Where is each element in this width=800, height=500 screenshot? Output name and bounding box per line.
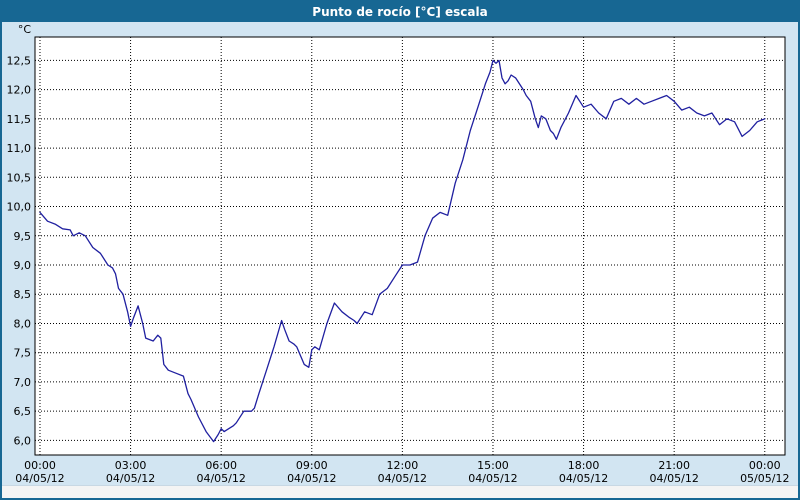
y-tick-label: 12,5	[7, 54, 32, 67]
chart-title: Punto de rocío [°C] escala	[2, 2, 798, 22]
chart-region: 12,5 12,0 11,5 11,0 10,5 10,0 9,5 9,0 8,5 8,0 7,5 7…	[2, 22, 798, 485]
plot-area	[34, 36, 786, 456]
series-line	[39, 59, 766, 443]
y-tick-label: 7,0	[14, 376, 32, 389]
y-axis-unit-label: °C	[18, 23, 32, 36]
x-tick-date-label: 04/05/12	[378, 472, 427, 485]
x-tick-time-label: 18:00	[568, 459, 600, 472]
y-tick-label: 10,5	[7, 171, 32, 184]
x-tick-date-label: 04/05/12	[196, 472, 245, 485]
x-tick-time-label: 15:00	[477, 459, 509, 472]
y-tick-label: 8,0	[14, 317, 32, 330]
x-tick-time-label: 03:00	[115, 459, 147, 472]
y-tick-label: 12,0	[7, 84, 32, 97]
y-tick-label: 10,0	[7, 201, 32, 214]
y-tick-label: 8,5	[14, 288, 32, 301]
y-tick-label: 11,5	[7, 113, 32, 126]
x-tick-date-label: 04/05/12	[287, 472, 336, 485]
x-tick-date-label: 04/05/12	[106, 472, 155, 485]
x-tick-time-label: 21:00	[658, 459, 690, 472]
bottom-strip	[2, 485, 798, 498]
y-tick-label: 6,5	[14, 405, 32, 418]
x-tick-date-label: 04/05/12	[15, 472, 64, 485]
y-tick-label: 6,0	[14, 434, 32, 447]
y-tick-label: 7,5	[14, 347, 32, 360]
x-tick-time-label: 00:00	[24, 459, 56, 472]
chart-canvas: 12,5 12,0 11,5 11,0 10,5 10,0 9,5 9,0 8,5 8,0 7,5 7…	[2, 22, 798, 485]
x-tick-time-label: 09:00	[296, 459, 328, 472]
y-tick-label: 11,0	[7, 142, 32, 155]
x-tick-date-label: 04/05/12	[649, 472, 698, 485]
y-tick-label: 9,0	[14, 259, 32, 272]
x-tick-time-label: 06:00	[205, 459, 237, 472]
x-tick-date-label: 04/05/12	[468, 472, 517, 485]
x-tick-time-label: 12:00	[387, 459, 419, 472]
y-tick-label: 9,5	[14, 230, 32, 243]
x-tick-time-label: 00:00	[749, 459, 781, 472]
x-tick-date-label: 04/05/12	[559, 472, 608, 485]
x-tick-date-label: 05/05/12	[740, 472, 789, 485]
